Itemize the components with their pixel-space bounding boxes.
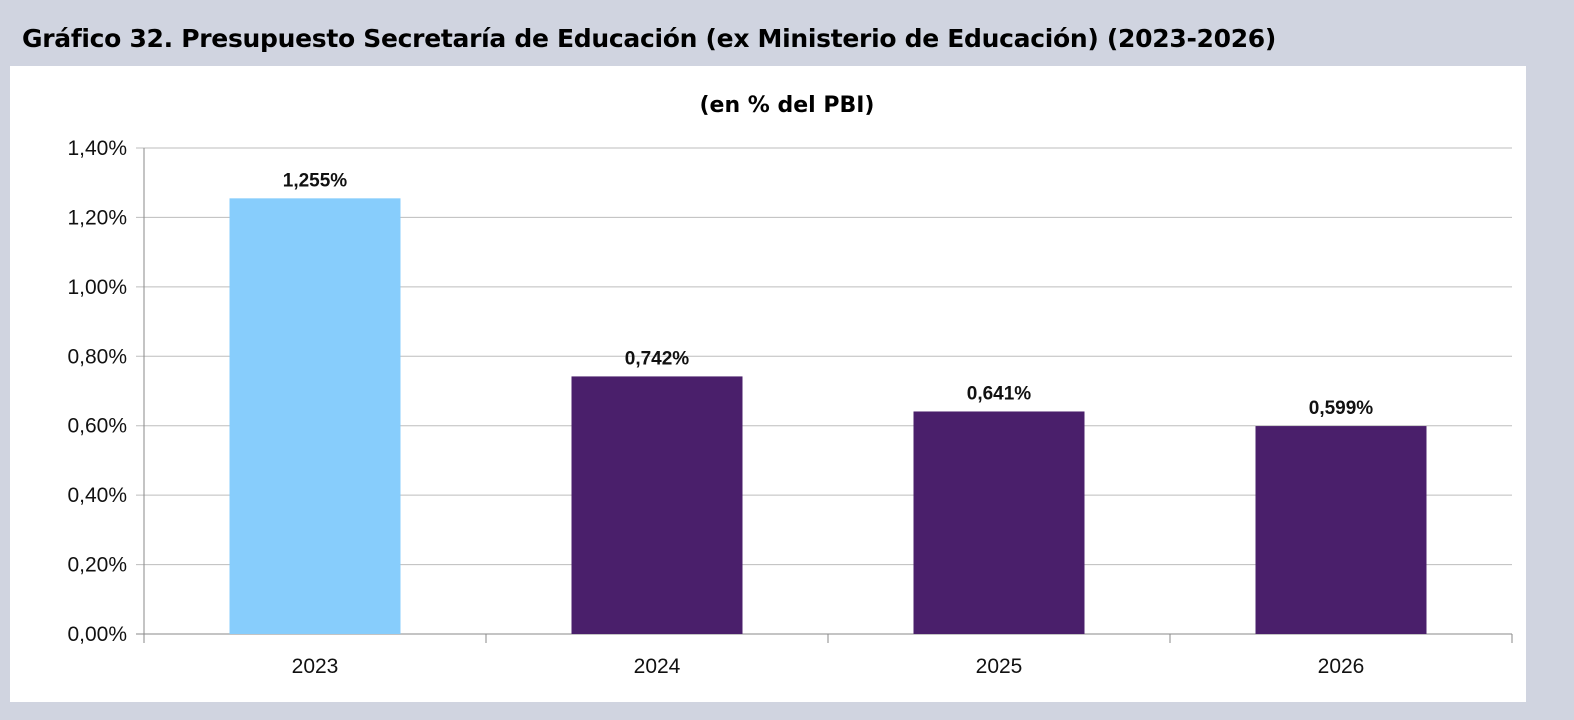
y-tick-label: 0,40%	[67, 484, 127, 507]
x-tick-label: 2024	[634, 655, 681, 678]
y-tick-label: 0,00%	[67, 623, 127, 646]
bar-2026	[1255, 426, 1427, 634]
chart-subtitle: (en % del PBI)	[699, 93, 874, 118]
x-tick-label: 2025	[976, 655, 1023, 678]
page-title: Gráfico 32. Presupuesto Secretaría de Ed…	[22, 24, 1277, 53]
y-tick-label: 1,00%	[67, 276, 127, 299]
data-label: 0,599%	[1309, 398, 1374, 419]
bar-2024	[571, 376, 743, 634]
data-label: 0,742%	[625, 348, 690, 369]
data-label: 1,255%	[283, 170, 348, 191]
y-tick-label: 0,80%	[67, 345, 127, 368]
y-tick-label: 1,40%	[67, 137, 127, 160]
bar-2023	[229, 198, 401, 635]
x-tick-label: 2023	[292, 655, 339, 678]
x-axis: 2023 2024 2025 2026	[143, 634, 1513, 678]
y-tick-label: 0,20%	[67, 554, 127, 577]
y-tick-label: 1,20%	[67, 206, 127, 229]
data-label: 0,641%	[967, 383, 1032, 404]
y-axis: 0,00% 0,20% 0,40% 0,60% 0,80% 1,00% 1,20% 1,40%	[67, 137, 145, 646]
bar-2025	[913, 411, 1085, 634]
bars: 1,255% 0,742% 0,641% 0,599%	[229, 170, 1427, 635]
y-tick-label: 0,60%	[67, 415, 127, 438]
x-tick-label: 2026	[1318, 655, 1365, 678]
